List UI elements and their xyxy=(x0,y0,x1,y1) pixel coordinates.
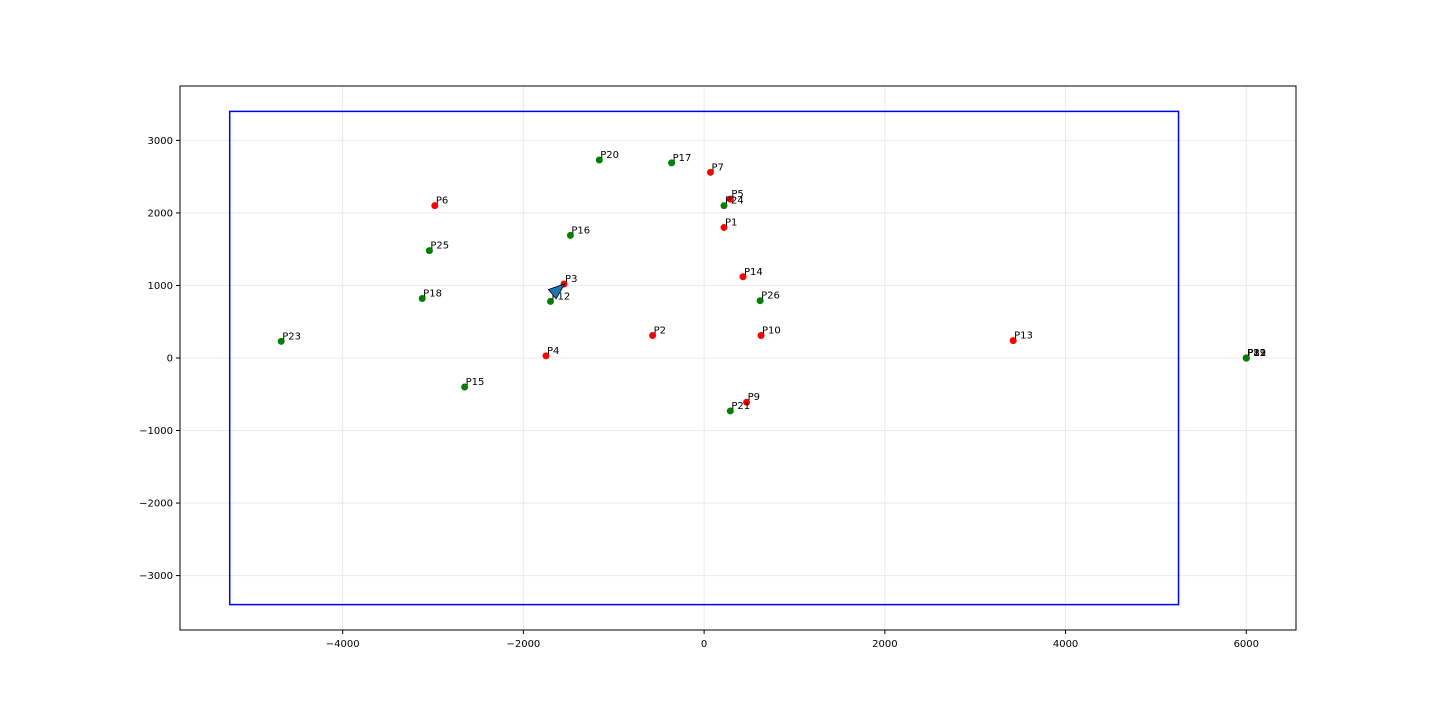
point-p12-label: P12 xyxy=(551,291,570,302)
y-tick-label: −3000 xyxy=(139,571,173,582)
grid-lines xyxy=(180,86,1296,630)
point-p20-label: P20 xyxy=(600,150,619,161)
y-tick-label: 3000 xyxy=(148,136,173,147)
point-p9-label: P9 xyxy=(748,392,760,403)
point-p16-marker xyxy=(566,231,574,239)
point-p20-marker xyxy=(595,156,603,164)
heading-arrow-marker xyxy=(547,283,566,300)
point-p22-label: P22 xyxy=(1247,348,1266,359)
point-p10-marker xyxy=(757,332,765,340)
point-p9-marker xyxy=(743,398,751,406)
point-p26-marker xyxy=(756,297,764,305)
point-p26-label: P26 xyxy=(761,291,780,302)
point-p24-marker xyxy=(720,202,728,210)
x-tick-label: 2000 xyxy=(872,639,897,650)
y-tick-label: −1000 xyxy=(139,426,173,437)
point-p2-label: P2 xyxy=(654,326,666,337)
point-p6-label: P6 xyxy=(436,196,448,207)
field-boundary xyxy=(228,110,1180,606)
point-p4-label: P4 xyxy=(547,346,559,357)
point-p13-label: P13 xyxy=(1014,331,1033,342)
point-p6-marker xyxy=(431,202,439,210)
point-p21-marker xyxy=(726,407,734,415)
point-p18-marker xyxy=(418,295,426,303)
point-p8-label: P8 xyxy=(1247,348,1259,359)
point-p19-label: P19 xyxy=(1247,348,1266,359)
point-p14-marker xyxy=(739,273,747,281)
x-tick-label: 6000 xyxy=(1234,639,1259,650)
point-p7-marker xyxy=(706,168,714,176)
point-p15-marker xyxy=(461,383,469,391)
x-tick-label: −2000 xyxy=(506,639,540,650)
x-tick-label: 0 xyxy=(701,639,707,650)
y-tick-label: 2000 xyxy=(148,208,173,219)
point-p5-marker xyxy=(726,195,734,203)
point-p4-marker xyxy=(542,352,550,360)
axis-ticks: −4000 −2000 0 2000 4000 6000 −3000 −2000 −1000 0 1… xyxy=(139,136,1259,650)
point-p14-label: P14 xyxy=(744,267,763,278)
point-p23-marker xyxy=(277,337,285,345)
point-p10-label: P10 xyxy=(762,326,781,337)
y-tick-label: 1000 xyxy=(148,281,173,292)
x-tick-label: 4000 xyxy=(1053,639,1078,650)
point-p1-label: P1 xyxy=(725,217,737,228)
point-p18-label: P18 xyxy=(423,289,442,300)
point-p25-label: P25 xyxy=(430,241,449,252)
x-tick-label: −4000 xyxy=(326,639,360,650)
point-p3-label: P3 xyxy=(565,274,577,285)
point-p21-label: P21 xyxy=(731,401,750,412)
y-tick-label: 0 xyxy=(167,354,173,365)
point-p17-label: P17 xyxy=(673,153,692,164)
point-p5-label: P5 xyxy=(731,189,743,200)
point-p25-marker xyxy=(425,247,433,255)
point-p1-marker xyxy=(720,223,728,231)
point-p13-marker xyxy=(1009,337,1017,345)
point-p24-label: P24 xyxy=(725,196,744,207)
y-tick-label: −2000 xyxy=(139,499,173,510)
point-p17-marker xyxy=(668,159,676,167)
point-p22-marker xyxy=(1242,354,1250,362)
point-p15-label: P15 xyxy=(466,377,485,388)
point-p23-label: P23 xyxy=(282,331,301,342)
point-p12-marker xyxy=(546,297,554,305)
point-p2-marker xyxy=(649,332,657,340)
point-p16-label: P16 xyxy=(571,225,590,236)
point-p11-label: P11 xyxy=(1247,348,1266,359)
point-p7-label: P7 xyxy=(711,162,723,173)
